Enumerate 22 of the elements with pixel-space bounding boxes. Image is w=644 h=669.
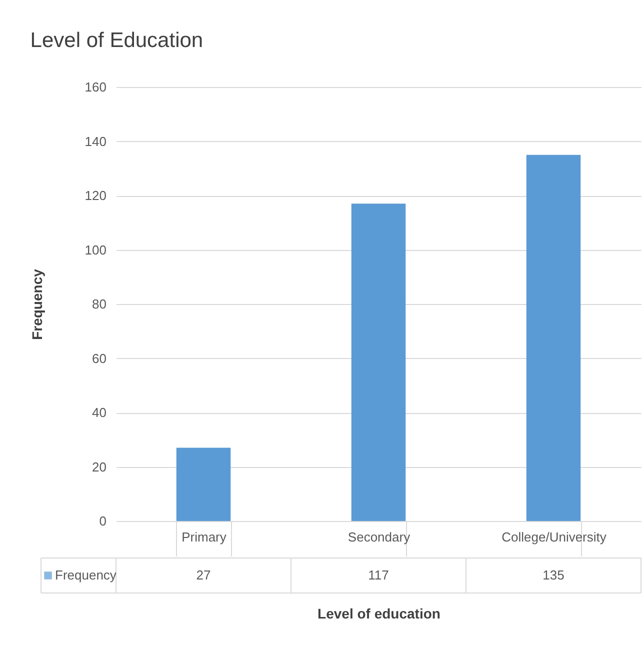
x-axis-title: Level of education bbox=[318, 606, 440, 622]
chart-title: Level of Education bbox=[30, 29, 204, 52]
y-tick-label: 20 bbox=[92, 459, 106, 474]
data-label: 117 bbox=[368, 568, 389, 582]
bar bbox=[526, 154, 581, 521]
bar bbox=[176, 448, 231, 521]
y-tick-label: 100 bbox=[84, 242, 106, 258]
y-tick-label: 0 bbox=[99, 514, 106, 528]
x-tick-label: Primary bbox=[182, 530, 227, 544]
y-axis-title: Frequency bbox=[28, 268, 45, 340]
bar bbox=[351, 204, 406, 521]
y-tick-label: 60 bbox=[92, 350, 106, 366]
y-tick-label: 160 bbox=[84, 80, 106, 94]
x-tick-label: College/University bbox=[502, 530, 607, 544]
y-tick-label: 80 bbox=[92, 296, 106, 312]
legend-label: Frequency bbox=[55, 568, 117, 582]
data-label: 27 bbox=[196, 568, 211, 582]
y-tick-label: 120 bbox=[84, 188, 106, 203]
x-tick-label: Secondary bbox=[348, 530, 411, 544]
data-label: 135 bbox=[542, 568, 564, 582]
y-tick-label: 140 bbox=[84, 134, 106, 149]
y-tick-label: 40 bbox=[92, 405, 106, 420]
